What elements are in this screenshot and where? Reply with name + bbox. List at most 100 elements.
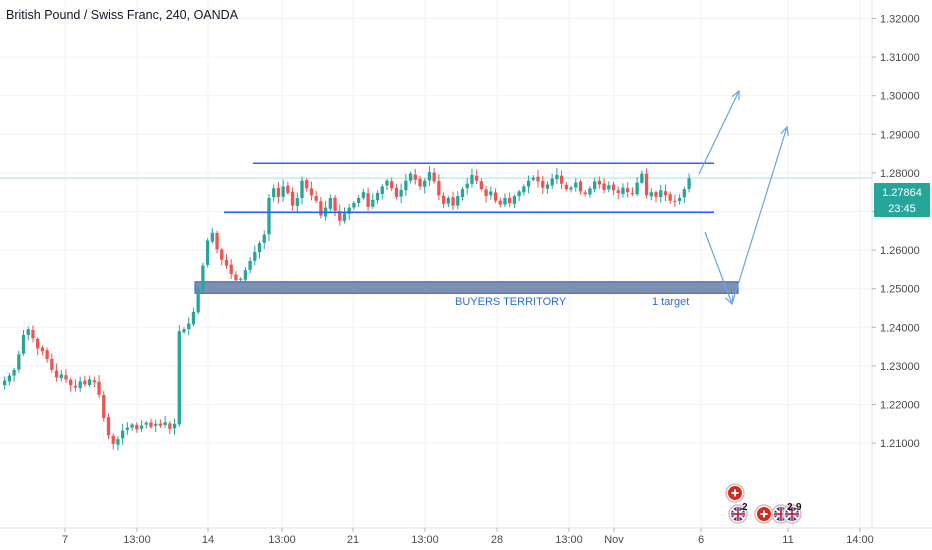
candle-body <box>234 274 238 281</box>
price-tick-label: 1.22000 <box>880 400 920 412</box>
candle-body <box>607 185 611 190</box>
candle-body <box>630 192 635 195</box>
candle-body <box>564 184 568 190</box>
candle-body <box>357 197 361 204</box>
candle-body <box>512 196 517 204</box>
candle-body <box>196 288 200 313</box>
buyers-territory-label: BUYERS TERRITORY <box>455 296 567 308</box>
candle-body <box>456 196 460 206</box>
candle-body <box>3 380 7 386</box>
time-tick-label: 13:00 <box>411 534 439 546</box>
candle-body <box>239 279 243 281</box>
candle-body <box>121 430 125 439</box>
candle-body <box>106 417 111 436</box>
candle-body <box>522 186 526 193</box>
uk-flag-icon[interactable] <box>728 504 748 524</box>
candle-body <box>347 207 351 214</box>
candle-body <box>248 260 252 270</box>
candle-body <box>168 423 172 429</box>
breakout-up-arrow-head <box>731 89 740 101</box>
candle-body <box>408 173 413 181</box>
candle-body <box>333 197 337 211</box>
candle-body <box>418 178 422 187</box>
candle-body <box>673 200 677 202</box>
candle-body <box>205 240 210 265</box>
candle-body <box>451 197 455 206</box>
candle-body <box>172 423 177 429</box>
candle-body <box>305 180 309 189</box>
candle-body <box>257 243 262 253</box>
candle-body <box>97 381 101 395</box>
price-axis-panel[interactable] <box>872 0 932 528</box>
candle-body <box>545 184 550 189</box>
candle-body <box>465 183 469 189</box>
candle-body <box>611 184 616 191</box>
candle-body <box>139 425 144 429</box>
candle-body <box>479 181 484 190</box>
candle-body <box>224 259 229 266</box>
candle-body <box>380 186 384 195</box>
time-tick-label: 6 <box>698 534 704 546</box>
candlestick-series <box>3 166 691 451</box>
candle-body <box>541 180 545 188</box>
event-count-badge: 2 <box>787 502 793 513</box>
target-label: 1 target <box>652 296 689 308</box>
time-tick-label: 11 <box>782 534 793 546</box>
candle-body <box>253 252 257 261</box>
swiss-flag-icon[interactable] <box>725 483 745 503</box>
price-tick-label: 1.23000 <box>880 361 920 373</box>
candle-body <box>50 358 54 370</box>
candle-body <box>149 422 153 427</box>
candle-body <box>154 423 158 426</box>
candle-body <box>276 187 281 197</box>
candle-body <box>31 330 35 339</box>
candle-body <box>498 200 502 205</box>
current-price-value: 1.27864 <box>882 187 922 199</box>
swiss-flag-icon[interactable] <box>754 504 774 524</box>
candle-body <box>621 187 625 194</box>
candle-body <box>40 347 45 352</box>
candle-body <box>12 369 16 376</box>
price-tick-label: 1.26000 <box>880 245 920 257</box>
time-tick-label: 14:00 <box>846 534 874 546</box>
candle-body <box>404 180 408 191</box>
candle-body <box>526 180 531 187</box>
time-tick-label: 7 <box>62 534 68 546</box>
time-tick-label: Nov <box>604 534 624 546</box>
price-tick-label: 1.31000 <box>880 52 920 64</box>
candle-body <box>281 186 285 197</box>
price-tick-label: 1.28000 <box>880 168 920 180</box>
candle-body <box>21 335 26 354</box>
time-tick-label: 21 <box>347 534 359 546</box>
candle-body <box>508 197 512 204</box>
candle-body <box>635 182 639 195</box>
uk-flag-icon[interactable] <box>782 504 802 524</box>
candle-body <box>352 203 356 208</box>
event-badges[interactable]: 2 2 9 <box>725 483 802 524</box>
candle-body <box>413 174 417 180</box>
candle-body <box>290 191 295 206</box>
candle-body <box>26 329 30 336</box>
candle-body <box>441 195 446 204</box>
candle-body <box>399 189 403 197</box>
drop-to-target-arrow[interactable] <box>704 231 733 305</box>
candle-body <box>92 380 96 383</box>
candle-body <box>550 178 554 186</box>
candle-body <box>394 187 399 197</box>
rebound-up-arrow[interactable] <box>731 126 788 305</box>
breakout-up-arrow[interactable] <box>698 90 740 175</box>
candle-body <box>602 183 606 190</box>
candle-body <box>73 385 78 388</box>
current-price-tag[interactable]: 1.27864 23:45 <box>874 183 930 217</box>
candle-body <box>432 172 436 182</box>
consolidation-channel <box>224 162 714 214</box>
price-tick-label: 1.30000 <box>880 91 920 103</box>
candle-body <box>83 380 87 385</box>
candle-body <box>597 180 602 185</box>
candle-body <box>593 181 597 190</box>
candle-body <box>517 191 521 197</box>
candle-body <box>390 181 394 189</box>
candle-body <box>342 213 347 222</box>
price-tick-label: 1.25000 <box>880 284 920 296</box>
